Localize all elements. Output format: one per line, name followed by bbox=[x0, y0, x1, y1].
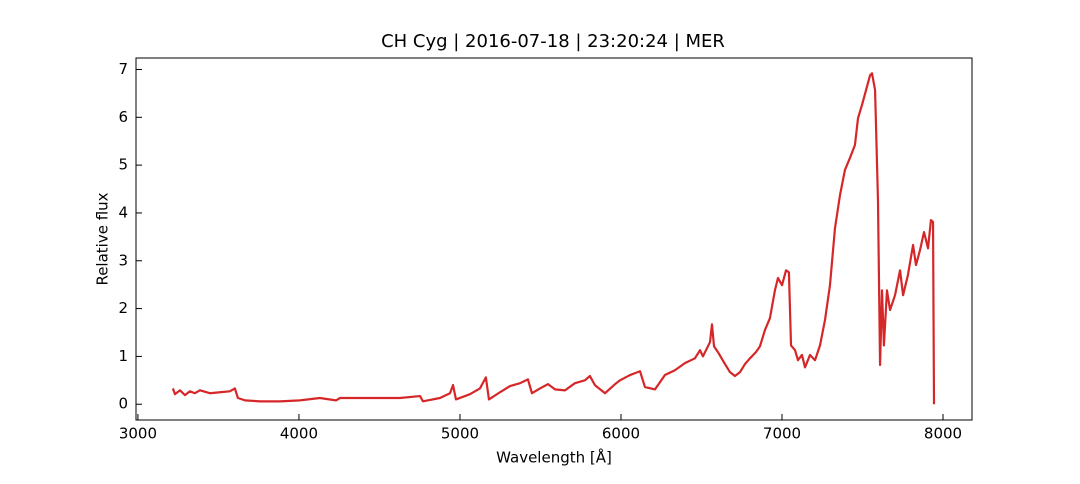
x-axis-label: Wavelength [Å] bbox=[496, 448, 612, 467]
y-tick-label: 7 bbox=[118, 60, 128, 78]
x-tick-label: 5000 bbox=[441, 425, 479, 443]
y-tick-label: 6 bbox=[118, 108, 128, 126]
y-tick-label: 5 bbox=[118, 156, 128, 174]
x-tick-label: 3000 bbox=[119, 425, 157, 443]
x-tick-label: 4000 bbox=[280, 425, 318, 443]
spectrum-line bbox=[171, 72, 936, 405]
y-tick-label: 3 bbox=[118, 251, 128, 269]
chart-title: CH Cyg | 2016-07-18 | 23:20:24 | MER bbox=[381, 31, 725, 52]
y-tick-label: 4 bbox=[118, 203, 128, 221]
plot-frame bbox=[135, 57, 973, 421]
y-axis-label: Relative flux bbox=[94, 192, 112, 285]
y-tick-label: 1 bbox=[118, 347, 128, 365]
x-tick-label: 8000 bbox=[924, 425, 962, 443]
x-tick-label: 6000 bbox=[602, 425, 640, 443]
x-tick-label: 7000 bbox=[763, 425, 801, 443]
y-tick-label: 2 bbox=[118, 299, 128, 317]
y-tick-label: 0 bbox=[118, 395, 128, 413]
